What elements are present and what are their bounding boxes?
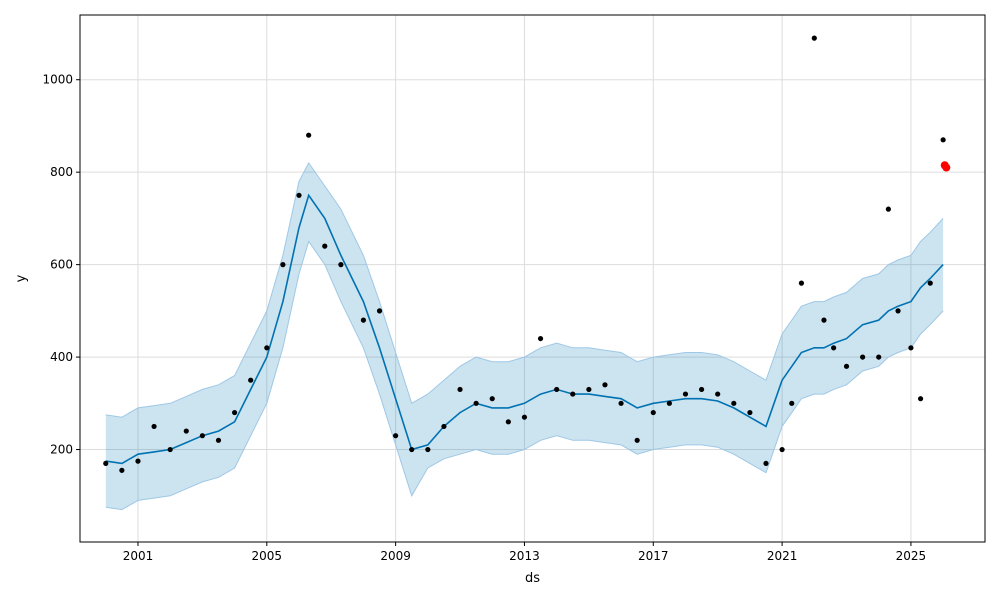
observed-point bbox=[821, 317, 827, 323]
observed-point bbox=[860, 354, 866, 360]
observed-point bbox=[409, 446, 415, 453]
observed-point bbox=[306, 132, 312, 138]
observed-point bbox=[199, 433, 205, 439]
observed-point bbox=[940, 137, 946, 143]
observed-point bbox=[457, 386, 463, 393]
observed-point bbox=[895, 308, 901, 314]
x-tick-label: 2013 bbox=[509, 549, 540, 563]
observed-point bbox=[296, 192, 302, 198]
observed-point bbox=[521, 414, 528, 420]
observed-point bbox=[215, 437, 222, 443]
observed-point bbox=[885, 206, 891, 212]
observed-point bbox=[570, 391, 576, 397]
observed-point bbox=[789, 400, 795, 406]
observed-point bbox=[231, 409, 238, 416]
observed-point bbox=[489, 396, 495, 402]
observed-point bbox=[537, 335, 544, 342]
observed-point bbox=[264, 345, 270, 351]
highlight-point bbox=[942, 163, 951, 172]
x-tick-label: 2009 bbox=[380, 549, 411, 563]
observed-point bbox=[927, 280, 933, 286]
observed-point bbox=[360, 317, 367, 323]
observed-point bbox=[167, 446, 173, 453]
observed-point bbox=[682, 391, 689, 397]
y-tick-label: 800 bbox=[50, 165, 73, 179]
uncertainty-band bbox=[105, 162, 944, 510]
observed-point bbox=[376, 308, 383, 314]
observed-point bbox=[908, 345, 914, 351]
observed-point bbox=[322, 243, 328, 249]
observed-point bbox=[151, 423, 157, 430]
observed-point bbox=[698, 386, 705, 393]
observed-point bbox=[917, 396, 924, 402]
y-axis-ticks: 200 400 600 800 1000 bbox=[42, 73, 80, 457]
observed-point bbox=[779, 446, 785, 453]
observed-point bbox=[338, 262, 344, 268]
observed-point bbox=[602, 382, 608, 388]
x-tick-label: 2021 bbox=[767, 549, 798, 563]
y-tick-label: 200 bbox=[50, 443, 73, 457]
observed-point bbox=[876, 354, 882, 360]
plot-frame bbox=[79, 14, 986, 543]
x-tick-label: 2005 bbox=[252, 549, 283, 563]
observed-point bbox=[634, 437, 640, 443]
observed-point bbox=[747, 409, 753, 416]
observed-point bbox=[505, 419, 511, 425]
observed-point bbox=[715, 391, 721, 397]
y-tick-label: 400 bbox=[50, 350, 73, 364]
observed-point bbox=[763, 460, 769, 467]
observed-points-layer bbox=[103, 35, 946, 473]
x-tick-label: 2001 bbox=[123, 549, 154, 563]
y-axis-label: y bbox=[14, 274, 29, 282]
observed-point bbox=[731, 400, 737, 406]
observed-point bbox=[831, 345, 837, 351]
observed-point bbox=[280, 262, 286, 268]
observed-point bbox=[586, 386, 592, 393]
x-axis-ticks: 2001 2005 2009 2013 2017 2021 2025 bbox=[123, 542, 927, 563]
x-tick-label: 2025 bbox=[896, 549, 927, 563]
lower-bound-line bbox=[105, 240, 944, 511]
observed-point bbox=[135, 458, 141, 464]
uncertainty-band-layer bbox=[105, 161, 944, 511]
y-tick-label: 600 bbox=[50, 258, 73, 272]
observed-point bbox=[473, 400, 479, 406]
observed-point bbox=[843, 363, 850, 369]
observed-point bbox=[650, 409, 656, 416]
observed-point bbox=[554, 386, 560, 393]
observed-point bbox=[119, 467, 125, 473]
observed-point bbox=[103, 460, 109, 467]
observed-point bbox=[618, 400, 624, 406]
y-tick-label: 1000 bbox=[42, 73, 73, 87]
observed-point bbox=[183, 428, 189, 434]
observed-point bbox=[811, 35, 817, 41]
observed-point bbox=[798, 280, 805, 286]
observed-point bbox=[248, 377, 254, 383]
x-tick-label: 2017 bbox=[638, 549, 669, 563]
grid-layer bbox=[80, 15, 985, 542]
observed-point bbox=[441, 423, 447, 430]
highlight-points-layer bbox=[940, 161, 951, 172]
observed-point bbox=[425, 446, 431, 453]
observed-point bbox=[393, 433, 399, 439]
x-axis-label: ds bbox=[525, 571, 540, 586]
upper-bound-line bbox=[105, 161, 944, 418]
observed-point bbox=[666, 400, 672, 406]
